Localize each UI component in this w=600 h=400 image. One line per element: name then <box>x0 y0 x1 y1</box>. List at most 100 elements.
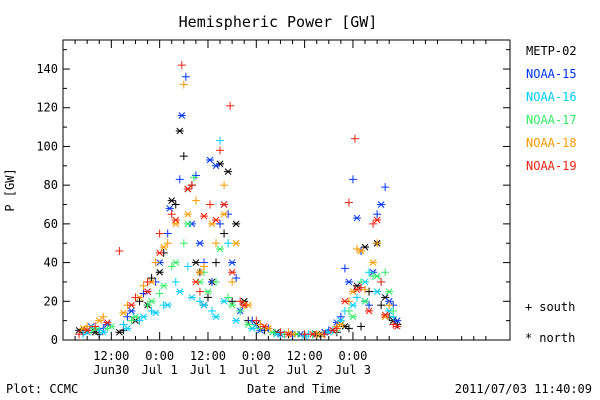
data-points <box>75 61 402 341</box>
data-point-south <box>385 301 394 310</box>
data-point-north <box>224 168 233 175</box>
y-tick-label: 140 <box>36 62 58 76</box>
data-point-south <box>163 239 172 248</box>
data-point-north <box>159 282 168 290</box>
legend-entry: NOAA-15 <box>526 67 577 81</box>
y-tick-label: 40 <box>44 256 58 270</box>
data-point-north <box>284 330 293 338</box>
data-point-north <box>369 259 378 266</box>
data-point-north <box>361 297 370 305</box>
x-tick-label-time: 12:00 <box>287 349 323 363</box>
y-tick-label: 20 <box>44 294 58 308</box>
y-axis-label: P [GW] <box>3 168 17 211</box>
data-point-north <box>203 288 212 295</box>
data-point-south <box>212 258 221 267</box>
data-point-north <box>175 127 184 135</box>
data-point-north <box>344 278 353 286</box>
data-point-north <box>308 330 317 338</box>
data-point-south <box>151 258 160 267</box>
data-point-north <box>373 216 382 224</box>
data-point-south <box>167 262 176 271</box>
data-point-north <box>212 216 221 224</box>
legend-entry: NOAA-18 <box>526 136 577 150</box>
data-point-north <box>373 288 382 295</box>
data-point-south <box>99 312 108 321</box>
data-point-south <box>216 136 225 145</box>
data-point-north <box>155 268 164 276</box>
data-point-south <box>205 200 214 209</box>
data-point-north <box>199 301 208 309</box>
data-point-north <box>159 243 168 251</box>
data-point-north <box>377 201 386 208</box>
data-point-north <box>167 197 176 204</box>
data-point-south <box>216 219 225 228</box>
data-point-north <box>328 326 337 334</box>
data-point-south <box>171 200 180 209</box>
data-point-south <box>179 239 188 248</box>
data-point-south <box>350 134 359 143</box>
footer-timestamp: 2011/07/03 11:40:09 <box>455 382 592 396</box>
data-point-north <box>147 297 156 305</box>
data-point-north <box>119 309 128 317</box>
data-point-north <box>228 301 237 309</box>
data-point-north <box>195 239 204 247</box>
data-point-north <box>199 212 208 220</box>
data-point-north <box>336 321 345 328</box>
data-point-south <box>75 330 84 339</box>
data-point-north <box>357 247 365 255</box>
data-point-north <box>151 309 160 317</box>
data-point-north <box>143 288 152 295</box>
x-axis-label: Date and Time <box>247 382 341 396</box>
data-point-south <box>143 277 152 286</box>
data-point-north <box>373 272 382 280</box>
y-tick-label: 0 <box>51 333 58 347</box>
marker-symbol: * <box>525 331 532 345</box>
data-point-north <box>393 323 402 330</box>
footer-credit: Plot: CCMC <box>6 382 78 396</box>
data-point-south <box>191 171 200 180</box>
legend-entry: NOAA-16 <box>526 90 577 104</box>
data-point-south <box>171 277 180 286</box>
data-point-south <box>252 316 261 325</box>
data-point-south <box>135 297 144 306</box>
data-point-south <box>115 246 124 255</box>
data-point-north <box>240 301 249 309</box>
y-tick-label: 120 <box>36 101 58 115</box>
data-point-south <box>155 229 164 238</box>
data-point-north <box>220 201 229 208</box>
data-point-north <box>123 325 132 332</box>
x-tick-label-time: 0:00 <box>242 349 271 363</box>
data-point-north <box>212 313 221 321</box>
data-point-south <box>119 320 128 329</box>
data-point-south <box>167 210 176 219</box>
data-point-south <box>216 146 225 155</box>
data-point-north <box>348 313 357 321</box>
data-point-north <box>183 220 192 228</box>
data-point-south <box>212 277 221 286</box>
x-tick-label-time: 0:00 <box>145 349 174 363</box>
data-point-south <box>131 293 140 302</box>
data-point-north <box>195 268 204 276</box>
plot-frame <box>62 39 511 341</box>
data-point-south <box>228 277 237 286</box>
data-point-north <box>340 297 349 305</box>
data-point-north <box>212 162 221 170</box>
marker-symbol: + <box>525 300 532 314</box>
data-point-south <box>203 293 212 302</box>
data-point-north <box>191 259 200 266</box>
x-tick-label-date: Jul 2 <box>287 363 323 377</box>
data-point-north <box>232 220 241 228</box>
data-point-south <box>365 301 374 310</box>
data-point-north <box>244 321 253 328</box>
data-point-north <box>381 311 390 319</box>
y-tick-label: 80 <box>44 178 58 192</box>
data-point-south <box>361 285 370 294</box>
data-point-north <box>205 156 214 164</box>
data-point-south <box>336 312 345 321</box>
marker-label: north <box>539 331 575 345</box>
data-point-south <box>377 301 386 310</box>
x-tick-label-date: Jul 1 <box>190 363 226 377</box>
data-point-north <box>131 313 140 321</box>
x-tick-label-date: Jul 1 <box>142 363 178 377</box>
